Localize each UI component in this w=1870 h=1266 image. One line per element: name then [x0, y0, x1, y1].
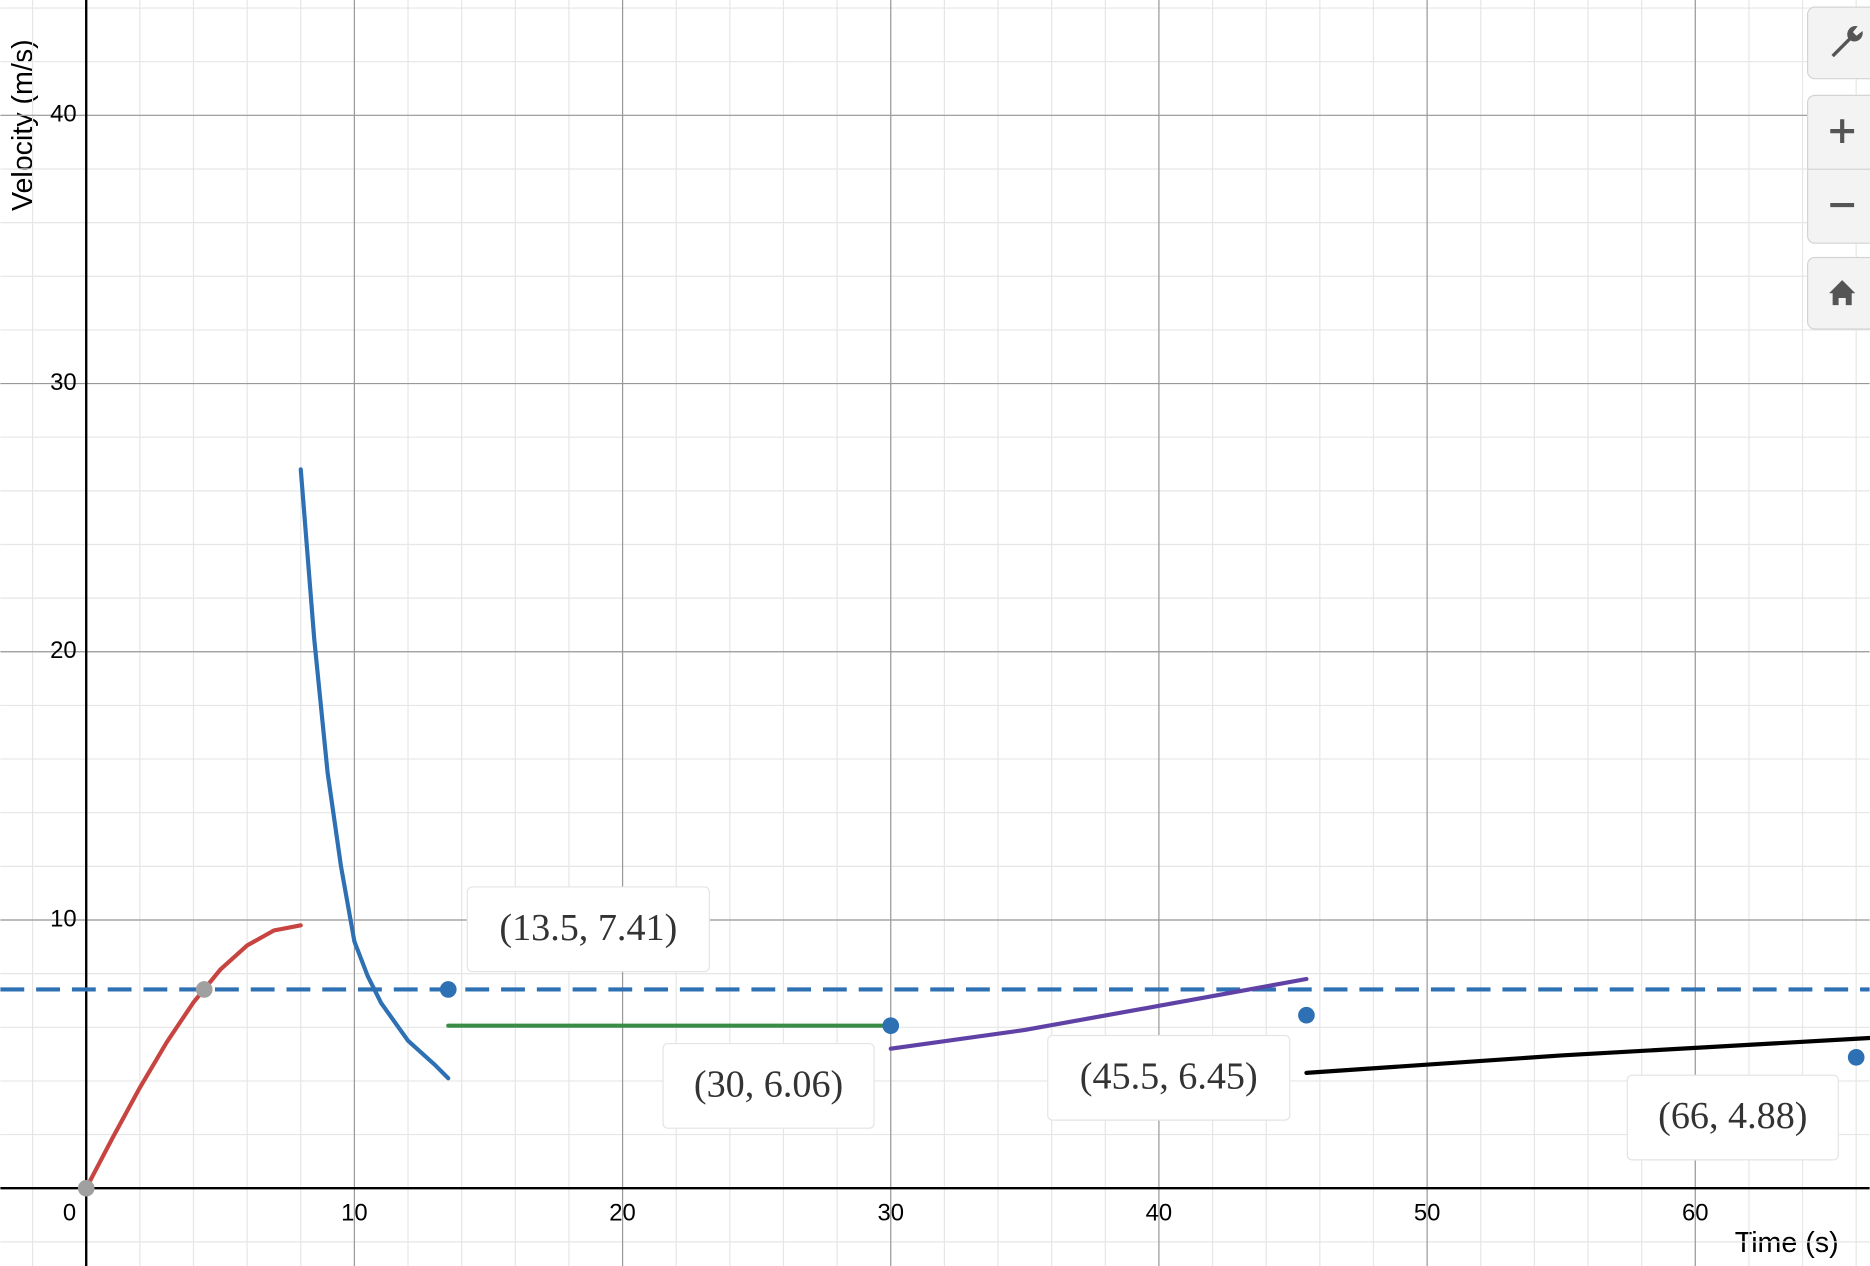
toolbar — [1807, 6, 1870, 330]
x-tick-label: 40 — [1146, 1200, 1173, 1227]
y-tick-label: 40 — [50, 101, 77, 128]
y-tick-label: 10 — [50, 905, 77, 932]
x-axis-label: Time (s) — [1735, 1227, 1839, 1259]
y-tick-label: 20 — [50, 637, 77, 664]
gray-point — [195, 981, 213, 998]
curve — [84, 923, 303, 1191]
point — [439, 981, 457, 998]
zoom-icons — [1830, 119, 1855, 208]
point-label: (13.5, 7.41) — [499, 907, 677, 949]
y-tick-label: 30 — [50, 369, 77, 396]
wrench-icon — [1831, 25, 1863, 58]
settings-button[interactable] — [1807, 6, 1870, 80]
point — [1847, 1048, 1865, 1066]
curve — [1304, 1035, 1870, 1075]
label-box — [1047, 1034, 1291, 1121]
label-box — [1626, 1074, 1839, 1161]
x-tick-label: 10 — [341, 1200, 368, 1227]
point — [1298, 1006, 1315, 1024]
curve — [298, 467, 451, 1081]
curve — [888, 976, 1309, 1051]
label-box — [662, 1042, 875, 1129]
x-tick-label: 0 — [63, 1200, 76, 1227]
x-tick-label: 20 — [609, 1200, 636, 1227]
x-tick-label: 30 — [877, 1200, 904, 1227]
point-label: (66, 4.88) — [1658, 1095, 1807, 1137]
label-box — [466, 886, 710, 973]
point — [882, 1017, 900, 1035]
gray-point — [77, 1179, 95, 1197]
y-axis-label: Velocity (m/s) — [7, 39, 39, 211]
x-tick-label: 50 — [1414, 1200, 1441, 1227]
home-icon — [1829, 280, 1856, 306]
x-tick-label: 60 — [1682, 1200, 1709, 1227]
point-label: (30, 6.06) — [694, 1063, 843, 1105]
point-label: (45.5, 6.45) — [1080, 1055, 1258, 1097]
